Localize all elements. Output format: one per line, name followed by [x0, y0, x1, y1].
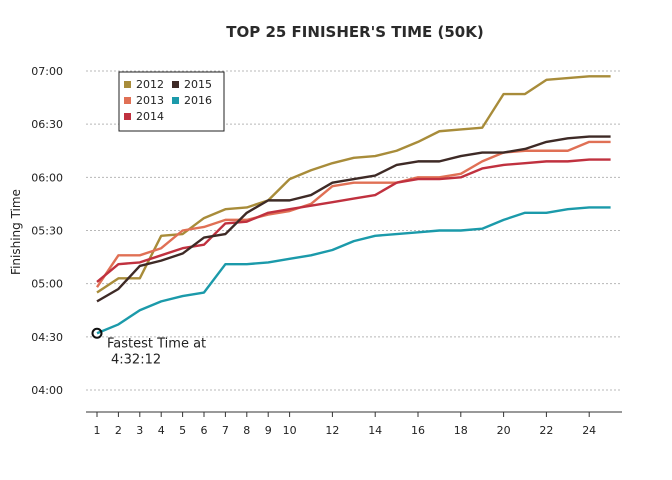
y-tick-label: 04:30	[31, 331, 63, 344]
x-tick-label: 14	[368, 424, 382, 437]
fastest-time-marker	[91, 327, 103, 339]
x-tick-label: 9	[265, 424, 272, 437]
legend-box	[118, 71, 225, 132]
x-tick-label: 4	[158, 424, 165, 437]
series-line-2012	[96, 75, 611, 294]
legend-swatch-2013	[124, 97, 131, 104]
series-line-2014	[96, 158, 611, 283]
legend: 2012 2013 2014 2015 2016	[118, 71, 225, 132]
x-tick-label: 5	[179, 424, 186, 437]
x-tick-label: 20	[497, 424, 511, 437]
y-axis-label: Finishing Time	[9, 189, 23, 275]
y-tick-label: 05:00	[31, 278, 63, 291]
x-tick-label: 16	[411, 424, 425, 437]
x-tick-label: 3	[136, 424, 143, 437]
legend-swatch-2012	[124, 81, 131, 88]
x-tick-label: 22	[539, 424, 553, 437]
x-tick-label: 2	[115, 424, 122, 437]
fastest-time-annotation: Fastest Time at 4:32:12	[91, 327, 206, 367]
annotation-text-line2: 4:32:12	[111, 352, 161, 367]
x-tick-label: 18	[454, 424, 468, 437]
annotation-text-line1: Fastest Time at	[107, 336, 206, 351]
y-tick-label: 04:00	[31, 384, 63, 397]
legend-label-2014: 2014	[136, 110, 164, 123]
series-line-2013	[96, 140, 611, 288]
y-tick-label: 05:30	[31, 225, 63, 238]
chart-title: TOP 25 FINISHER'S TIME (50K)	[226, 23, 483, 41]
legend-swatch-2016	[172, 97, 179, 104]
x-tick-label: 8	[243, 424, 250, 437]
legend-swatch-2014	[124, 113, 131, 120]
legend-label-2013: 2013	[136, 94, 164, 107]
legend-label-2015: 2015	[184, 78, 212, 91]
x-axis: 1 2 3 4 5 6 7 8 9 10 12 14 16 18 20 22 24	[86, 411, 622, 437]
x-tick-label: 24	[582, 424, 596, 437]
series-lines	[96, 75, 611, 335]
legend-label-2016: 2016	[184, 94, 212, 107]
legend-label-2012: 2012	[136, 78, 164, 91]
x-tick-label: 6	[201, 424, 208, 437]
y-tick-label: 06:30	[31, 118, 63, 131]
series-line-2015	[96, 135, 611, 303]
x-tick-label: 10	[283, 424, 297, 437]
y-tick-label: 06:00	[31, 171, 63, 184]
legend-swatch-2015	[172, 81, 179, 88]
x-tick-label: 1	[94, 424, 101, 437]
x-tick-label: 12	[325, 424, 339, 437]
series-line-2016	[96, 206, 611, 335]
x-tick-label: 7	[222, 424, 229, 437]
y-axis-ticks: 04:00 04:30 05:00 05:30 06:00 06:30 07:00	[31, 65, 63, 397]
gridlines	[86, 70, 622, 391]
y-tick-label: 07:00	[31, 65, 63, 78]
